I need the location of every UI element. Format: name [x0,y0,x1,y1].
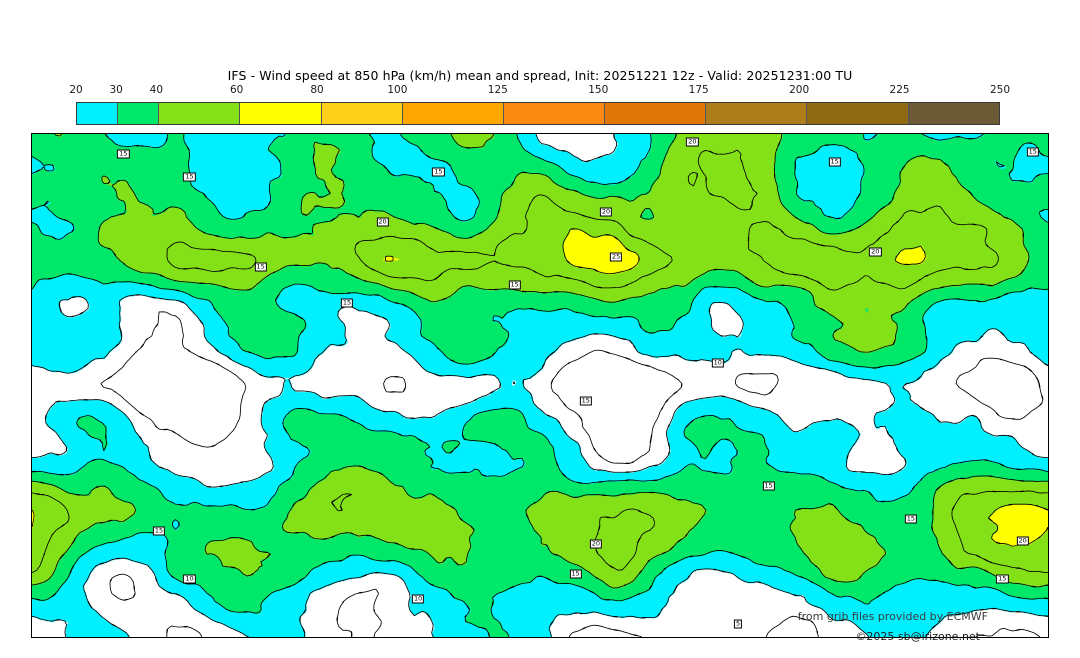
colorbar-tick-150: 150 [588,84,609,96]
colorbar-band-150-175 [604,103,706,124]
author-credit: ©2025 sb@irizone.net [855,630,980,643]
isoline-label: 15 [828,157,841,167]
colorbar-band-225-250 [907,103,999,124]
colorbar-tick-30: 30 [109,84,123,96]
isoline-label: 15 [904,514,917,524]
isoline-label: 15 [152,526,166,536]
colorbar-tick-200: 200 [789,84,810,96]
isoline-label: 10 [711,358,724,368]
colorbar-tick-40: 40 [149,84,164,96]
isoline-label: 25 [610,252,623,262]
isoline-label: 15 [117,149,130,159]
isoline-label: 10 [411,594,425,604]
isoline-label: 15 [432,167,445,177]
colorbar-tick-175: 175 [688,84,709,96]
source-credit: from grib files provided by ECMWF [797,610,988,623]
isoline-label: 15 [340,298,354,307]
isoline-label: 15 [254,262,267,272]
isoline-label: 15 [996,574,1009,584]
isoline-label: 5 [734,619,743,629]
isoline-label: 15 [569,569,582,579]
colorbar-band-200-225 [806,103,908,124]
isoline-label: 15 [1026,147,1039,157]
colorbar-band-100-125 [401,103,503,124]
isoline-label: 20 [869,247,882,257]
colorbar-band-20-30 [77,103,118,124]
coastline-overlay [32,134,1048,637]
isoline-label: 20 [1016,536,1029,546]
colorbar-tick-20: 20 [69,84,83,96]
isoline-label: 15 [508,280,521,290]
isoline-label: 15 [762,481,775,491]
contour-lines [32,134,1048,637]
isoline-label: 20 [686,137,699,147]
contour-line-layer [32,134,1048,637]
colorbar-tick-100: 100 [387,84,408,96]
contour-fill-layer [32,134,1048,637]
colorbar-tick-80: 80 [310,84,324,96]
colorbar-band-60-80 [239,103,321,124]
isoline-label: 20 [376,217,389,227]
colorbar-bands [76,102,1000,125]
map-panel: 15 20 15 15 15 15 20 20 25 15 20 15 15 10 15 15 20 15 20 15… [31,133,1049,638]
isoline-label: 10 [183,574,196,584]
isoline-label: 20 [589,539,603,549]
colorbar-tick-250: 250 [989,84,1011,96]
colorbar-tick-labels: 20 30 40 60 80 100 125 150 175 200 225 250 [69,84,1010,100]
colorbar-band-175-200 [705,103,807,124]
isoline-label: 15 [579,396,592,406]
colorbar-tick-225: 225 [889,84,910,96]
colorbar-band-80-100 [320,103,402,124]
colorbar-tick-125: 125 [487,84,508,96]
page-title: IFS - Wind speed at 850 hPa (km/h) mean … [227,68,853,83]
colorbar-band-30-40 [117,103,159,124]
colorbar-tick-60: 60 [230,84,244,96]
colorbar: 20 30 40 60 80 100 125 150 175 200 225 250 [69,84,1010,125]
isoline-label: 20 [599,207,613,217]
isoline-label: 15 [183,172,196,182]
colorbar-band-125-150 [502,103,605,124]
colorbar-band-40-60 [158,103,240,124]
